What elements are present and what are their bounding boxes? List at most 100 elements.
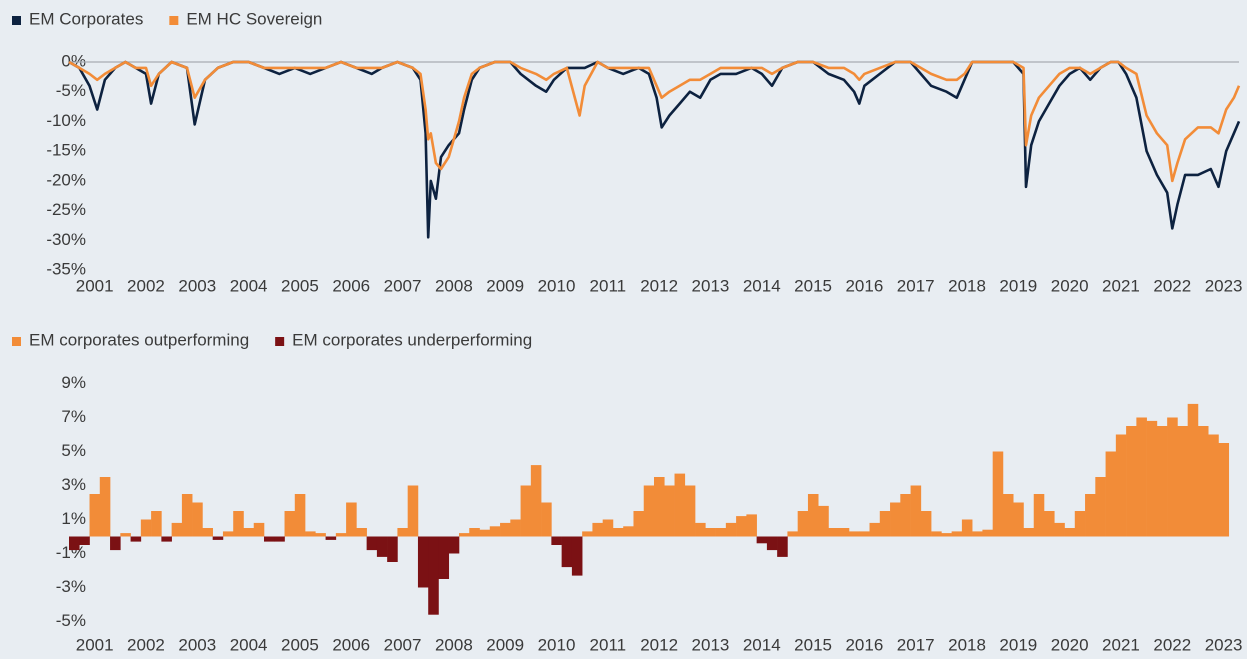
x-tick-label: 2021	[1102, 635, 1140, 654]
bar	[417, 536, 429, 588]
x-tick-label: 2004	[230, 635, 268, 654]
bar	[151, 511, 162, 537]
x-tick-label: 2020	[1051, 276, 1089, 295]
bar	[243, 528, 255, 537]
y-tick-label: 0%	[61, 51, 86, 70]
y-tick-label: 3%	[61, 475, 86, 494]
bar	[900, 494, 911, 537]
bar	[972, 531, 983, 537]
x-tick-label: 2022	[1153, 635, 1191, 654]
y-tick-label: -10%	[46, 111, 86, 130]
x-tick-label: 2023	[1205, 276, 1243, 295]
x-tick-label: 2011	[590, 276, 627, 295]
x-tick-label: 2001	[76, 276, 114, 295]
bar	[181, 494, 193, 537]
bar	[1146, 420, 1158, 537]
bar	[1197, 426, 1209, 537]
x-tick-label: 2006	[332, 276, 370, 295]
x-tick-label: 2016	[845, 635, 883, 654]
bar	[1044, 511, 1055, 537]
bar	[787, 531, 798, 537]
bar	[992, 451, 1004, 537]
y-tick-label: -5%	[56, 81, 86, 100]
y-tick-label: 5%	[61, 441, 86, 460]
bar	[192, 502, 203, 537]
bar	[807, 494, 819, 537]
y-tick-label: -5%	[56, 611, 86, 630]
bar	[1085, 494, 1096, 537]
x-tick-label: 2002	[127, 276, 165, 295]
bar	[746, 514, 757, 537]
legend-label: EM corporates underperforming	[292, 330, 532, 349]
bar	[325, 536, 337, 540]
bar	[541, 502, 552, 537]
bar	[592, 522, 603, 537]
bar	[99, 477, 111, 537]
legend-swatch	[169, 16, 179, 25]
x-tick-label: 2004	[230, 276, 268, 295]
x-tick-label: 2015	[794, 635, 832, 654]
bar	[69, 536, 80, 551]
bar	[951, 531, 963, 537]
bar	[479, 529, 491, 537]
bar	[869, 522, 881, 537]
x-tick-label: 2014	[743, 635, 781, 654]
bar	[1023, 528, 1035, 537]
bar	[736, 516, 747, 537]
line-series	[68, 60, 1241, 183]
y-tick-label: 1%	[61, 509, 86, 528]
bar	[838, 528, 850, 537]
bar	[1074, 511, 1086, 537]
bar	[879, 511, 891, 537]
bar	[1156, 426, 1168, 537]
bar	[941, 533, 952, 537]
x-tick-label: 2003	[178, 276, 216, 295]
x-tick-label: 2009	[486, 635, 524, 654]
bar	[664, 485, 675, 537]
legend-swatch	[12, 16, 21, 25]
legend-swatch	[275, 337, 285, 346]
bar	[1177, 426, 1188, 537]
x-tick-label: 2008	[435, 635, 473, 654]
bar	[520, 485, 532, 537]
bar	[233, 511, 244, 537]
x-tick-label: 2018	[948, 276, 986, 295]
bar	[356, 528, 367, 537]
x-tick-label: 2012	[640, 635, 678, 654]
x-tick-label: 2023	[1205, 635, 1243, 654]
x-tick-label: 2020	[1051, 635, 1089, 654]
bar	[818, 505, 829, 537]
bar	[110, 536, 121, 551]
bar	[561, 536, 573, 568]
bar	[571, 536, 583, 576]
bar	[612, 528, 624, 537]
bar	[222, 531, 234, 537]
bar	[366, 536, 378, 551]
bar	[140, 519, 152, 537]
bar	[674, 473, 686, 537]
x-tick-label: 2017	[897, 635, 935, 654]
x-tick-label: 2001	[76, 635, 114, 654]
bar	[161, 536, 172, 542]
bar	[438, 536, 450, 579]
bar	[643, 485, 655, 537]
x-tick-label: 2014	[743, 276, 781, 295]
bar	[849, 531, 860, 537]
x-tick-label: 2017	[897, 276, 935, 295]
bar	[130, 536, 142, 542]
bar	[920, 511, 932, 537]
bar	[202, 528, 213, 537]
x-tick-label: 2009	[486, 276, 524, 295]
x-tick-label: 2019	[999, 635, 1037, 654]
x-tick-label: 2003	[178, 635, 216, 654]
bar	[264, 536, 275, 542]
x-tick-label: 2018	[948, 635, 986, 654]
line-series	[68, 60, 1241, 239]
y-tick-label: -15%	[46, 141, 86, 160]
bar	[376, 536, 388, 557]
bar	[120, 533, 131, 537]
bar	[79, 536, 90, 545]
bar	[171, 522, 183, 537]
bar	[428, 536, 439, 615]
